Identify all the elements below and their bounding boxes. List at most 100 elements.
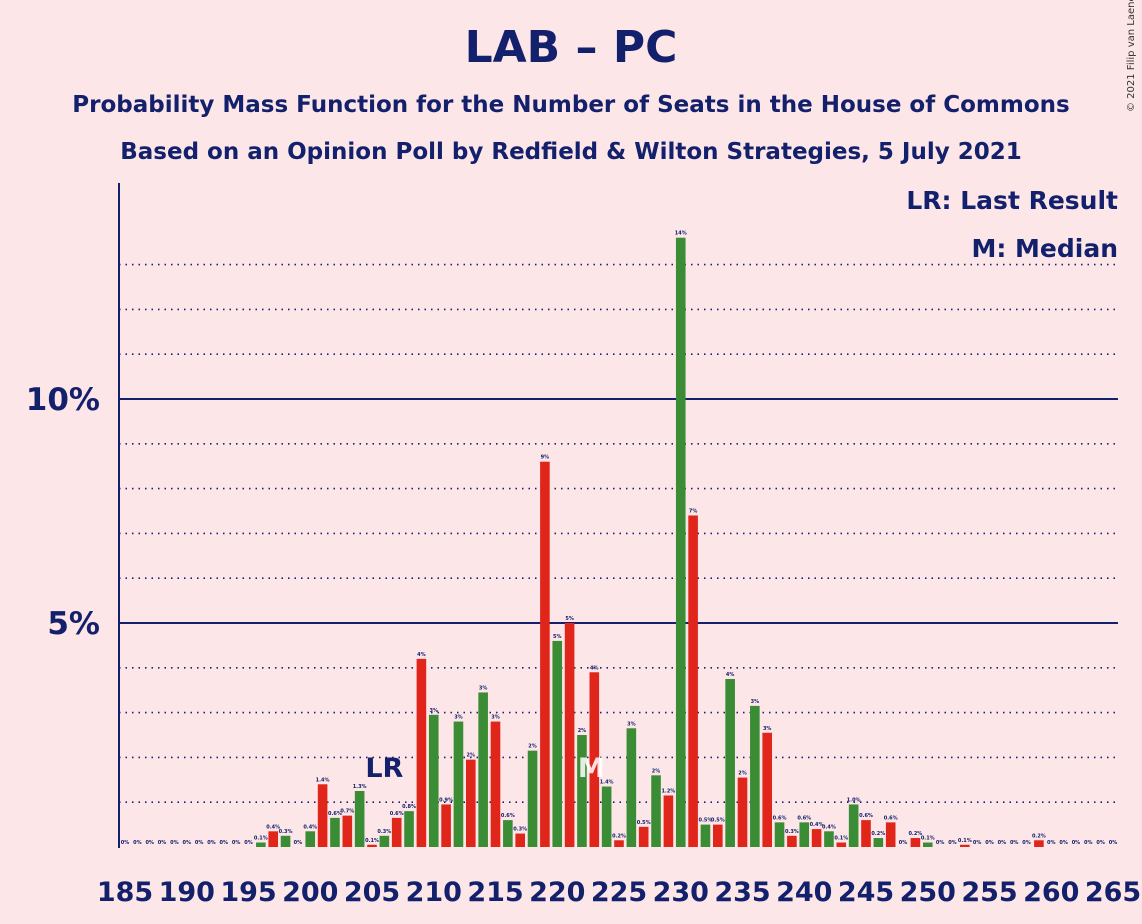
data-label-201: 1.4% (316, 777, 330, 783)
data-label-214: 3% (479, 685, 488, 691)
data-label-263: 0% (1084, 840, 1093, 846)
x-tick-label: 245 (838, 877, 894, 908)
bar-218 (527, 750, 538, 847)
data-label-246: 0.2% (871, 831, 885, 837)
chart-subtitle-source: Based on an Opinion Poll by Redfield & W… (120, 139, 1022, 165)
data-label-192: 0% (207, 840, 216, 846)
data-label-242: 0.4% (822, 824, 836, 830)
data-label-207: 0.6% (390, 811, 404, 817)
legend-last-result: LR: Last Result (906, 186, 1118, 215)
last-result-marker: LR (365, 753, 403, 784)
x-tick-label: 225 (591, 877, 647, 908)
data-label-204: 1.3% (353, 784, 367, 790)
bar-240 (799, 822, 810, 847)
data-label-198: 0.3% (279, 829, 293, 835)
data-label-196: 0.1% (254, 836, 268, 842)
median-marker: M (578, 753, 605, 784)
data-label-253: 0.1% (958, 838, 972, 844)
x-tick-label: 205 (344, 877, 400, 908)
bar-244 (848, 804, 859, 847)
bar-214 (478, 692, 488, 847)
x-tick-label: 190 (159, 877, 215, 908)
data-label-194: 0% (232, 840, 241, 846)
data-label-203: 0.7% (340, 809, 354, 815)
data-label-210: 3% (430, 708, 439, 714)
data-label-264: 0% (1096, 840, 1105, 846)
bar-212 (453, 721, 464, 847)
bar-233 (713, 824, 723, 847)
data-label-265: 0% (1109, 840, 1118, 846)
x-tick-label: 200 (282, 877, 338, 908)
data-label-233: 0.5% (711, 818, 725, 824)
bar-222 (577, 735, 587, 847)
bar-221 (564, 623, 575, 847)
data-label-239: 0.3% (785, 829, 799, 835)
data-label-220: 5% (553, 634, 562, 640)
bar-246 (873, 838, 884, 847)
data-label-252: 0% (948, 840, 957, 846)
bar-250 (922, 842, 933, 847)
bar-197 (268, 831, 278, 847)
data-label-255: 0% (985, 840, 994, 846)
bar-228 (651, 775, 661, 847)
data-label-187: 0% (145, 840, 154, 846)
data-label-254: 0% (973, 840, 982, 846)
data-label-185: 0% (121, 840, 130, 846)
data-label-243: 0.1% (834, 836, 848, 842)
bar-230 (675, 237, 686, 848)
bar-200 (305, 831, 316, 847)
bar-205 (367, 844, 377, 847)
data-label-215: 3% (491, 715, 500, 721)
bar-206 (379, 835, 390, 847)
bar-213 (466, 759, 476, 847)
data-label-208: 0.8% (402, 804, 416, 810)
bar-216 (503, 820, 513, 847)
bar-207 (391, 817, 402, 847)
bar-243 (836, 842, 847, 847)
data-label-256: 0% (998, 840, 1007, 846)
data-label-223: 4% (590, 665, 599, 671)
bar-235 (737, 777, 748, 847)
bar-237 (762, 732, 772, 847)
data-label-236: 3% (751, 699, 760, 705)
data-label-193: 0% (220, 840, 229, 846)
bar-239 (787, 835, 797, 847)
bar-198 (280, 835, 291, 847)
data-label-230: 14% (675, 231, 687, 237)
y-tick-label: 5% (47, 606, 100, 642)
bar-196 (256, 842, 266, 847)
data-label-199: 0% (294, 840, 303, 846)
x-tick-label: 230 (653, 877, 709, 908)
x-tick-label: 260 (1023, 877, 1079, 908)
data-label-250: 0.1% (921, 836, 935, 842)
bar-201 (317, 784, 328, 847)
data-label-244: 1.0% (847, 797, 861, 803)
data-label-247: 0.6% (884, 815, 898, 821)
bar-226 (626, 728, 637, 847)
bar-259 (1034, 840, 1044, 847)
x-tick-label: 255 (961, 877, 1017, 908)
data-label-218: 2% (528, 744, 537, 750)
data-label-195: 0% (244, 840, 253, 846)
data-label-258: 0% (1022, 840, 1031, 846)
chart-subtitle: Probability Mass Function for the Number… (72, 92, 1070, 118)
data-label-259: 0.2% (1032, 833, 1046, 839)
data-label-238: 0.6% (773, 815, 787, 821)
bar-253 (960, 844, 970, 847)
data-label-205: 0.1% (365, 838, 379, 844)
bar-217 (515, 833, 525, 847)
bar-247 (885, 822, 896, 847)
data-label-241: 0.4% (810, 822, 824, 828)
bar-241 (811, 829, 822, 847)
data-label-216: 0.6% (501, 813, 515, 819)
data-label-190: 0% (183, 840, 192, 846)
x-tick-label: 220 (529, 877, 585, 908)
bar-234 (725, 679, 735, 847)
data-label-260: 0% (1047, 840, 1056, 846)
data-label-197: 0.4% (266, 824, 280, 830)
data-label-213: 2% (467, 753, 476, 759)
data-label-217: 0.3% (513, 827, 527, 833)
bar-219 (540, 461, 550, 847)
data-label-232: 0.5% (699, 818, 713, 824)
